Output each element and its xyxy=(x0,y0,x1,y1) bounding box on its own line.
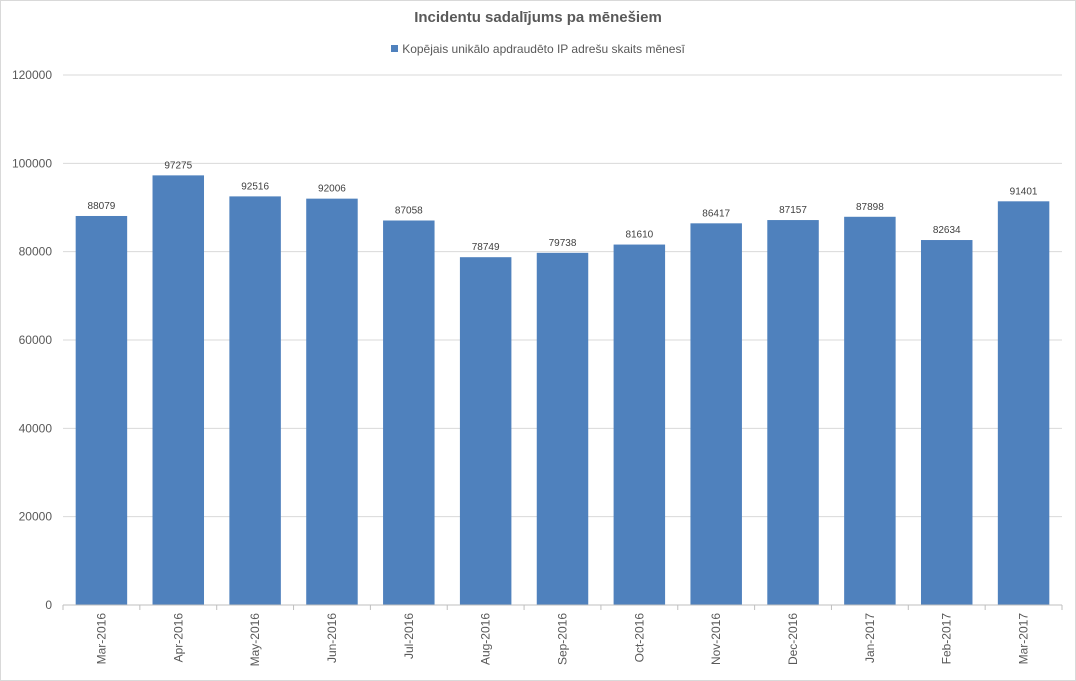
x-tick-label: Jul-2016 xyxy=(402,613,416,659)
data-label: 87157 xyxy=(779,205,807,216)
data-label: 97275 xyxy=(164,160,192,171)
y-tick-label: 40000 xyxy=(19,421,53,435)
y-tick-label: 60000 xyxy=(19,333,53,347)
bar xyxy=(690,223,742,605)
bar xyxy=(844,216,896,606)
bar xyxy=(75,215,128,605)
bar xyxy=(997,201,1050,605)
x-tick-label: Sep-2016 xyxy=(556,613,570,665)
data-label: 86417 xyxy=(702,208,730,219)
data-label: 78749 xyxy=(472,242,500,253)
x-tick-label: Mar-2016 xyxy=(94,613,108,665)
x-tick-label: Dec-2016 xyxy=(786,613,800,665)
data-label: 91401 xyxy=(1010,186,1038,197)
y-tick-label: 120000 xyxy=(12,68,52,82)
y-tick-label: 0 xyxy=(45,598,52,612)
bar xyxy=(920,240,973,605)
bar xyxy=(229,196,281,605)
legend: Kopējais unikālo apdraudēto IP adrešu sk… xyxy=(0,42,1076,56)
data-label: 88079 xyxy=(88,201,116,212)
x-tick-label: Feb-2017 xyxy=(940,613,954,665)
x-tick-label: Nov-2016 xyxy=(709,613,723,665)
bar xyxy=(613,244,666,605)
data-label: 92006 xyxy=(318,184,346,195)
bar xyxy=(767,220,819,605)
x-tick-label: May-2016 xyxy=(248,613,262,667)
x-tick-label: Mar-2017 xyxy=(1017,613,1031,665)
y-tick-label: 80000 xyxy=(19,245,53,259)
data-label: 81610 xyxy=(625,230,653,241)
x-tick-label: Apr-2016 xyxy=(171,613,185,663)
x-tick-label: Jan-2017 xyxy=(863,613,877,663)
data-label: 79738 xyxy=(549,238,577,249)
chart-title: Incidentu sadalījums pa mēnešiem xyxy=(414,9,662,26)
x-tick-label: Jun-2016 xyxy=(325,613,339,663)
y-tick-label: 20000 xyxy=(19,510,53,524)
data-label: 87898 xyxy=(856,202,884,213)
legend-swatch xyxy=(391,45,399,53)
legend-label: Kopējais unikālo apdraudēto IP adrešu sk… xyxy=(402,42,685,56)
data-label: 87058 xyxy=(395,205,423,216)
bar xyxy=(383,220,435,605)
bars xyxy=(75,175,1050,606)
y-tick-label: 100000 xyxy=(12,156,52,170)
data-label: 92516 xyxy=(241,181,269,192)
x-tick-label: Aug-2016 xyxy=(479,613,493,665)
data-label: 82634 xyxy=(933,225,961,236)
bar xyxy=(536,252,589,605)
bar xyxy=(152,175,205,605)
bar xyxy=(459,257,512,605)
x-axis-ticks: Mar-2016 Apr-2016 May-2016 Jun-2016 Jul-2016… xyxy=(94,613,1030,667)
x-tick-label: Oct-2016 xyxy=(632,613,646,663)
y-axis-ticks: 0 20000 40000 60000 80000 100000 120000 xyxy=(12,68,52,612)
data-labels: 88079 97275 92516 92006 87058 78749 79738 81610… xyxy=(88,160,1038,253)
x-axis xyxy=(62,604,1063,610)
bar xyxy=(306,198,358,605)
